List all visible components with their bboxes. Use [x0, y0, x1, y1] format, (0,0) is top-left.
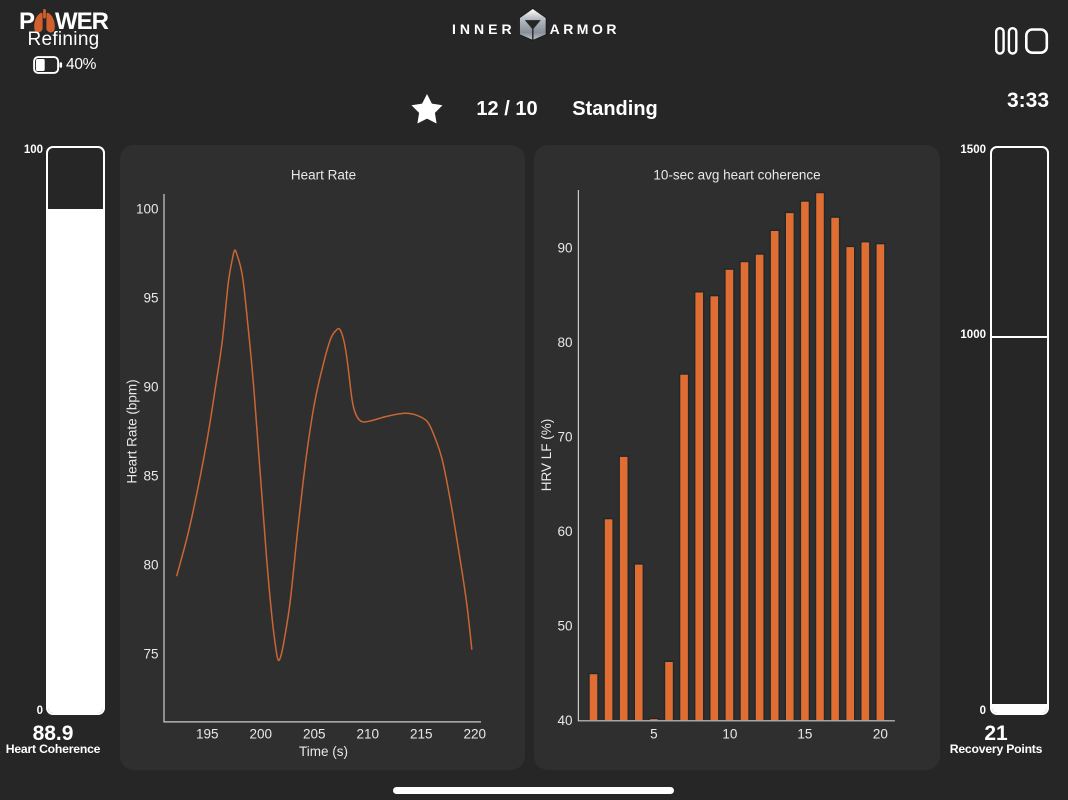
- svg-text:80: 80: [557, 335, 572, 350]
- svg-text:10: 10: [722, 727, 737, 742]
- svg-text:80: 80: [143, 558, 158, 573]
- svg-text:95: 95: [143, 291, 158, 306]
- svg-text:20: 20: [873, 727, 888, 742]
- svg-text:15: 15: [797, 727, 812, 742]
- svg-text:205: 205: [303, 727, 326, 742]
- svg-text:5: 5: [650, 727, 658, 742]
- svg-text:75: 75: [143, 647, 158, 662]
- svg-text:215: 215: [410, 727, 433, 742]
- svg-text:Time (s): Time (s): [299, 744, 348, 759]
- svg-text:195: 195: [196, 727, 219, 742]
- svg-text:50: 50: [557, 619, 572, 634]
- svg-text:200: 200: [249, 727, 272, 742]
- svg-text:60: 60: [557, 524, 572, 539]
- svg-text:90: 90: [557, 241, 572, 256]
- svg-text:220: 220: [463, 727, 486, 742]
- svg-text:10-sec avg heart coherence: 10-sec avg heart coherence: [653, 168, 820, 183]
- svg-text:100: 100: [135, 202, 158, 217]
- svg-text:Heart Rate: Heart Rate: [290, 168, 355, 183]
- svg-text:90: 90: [143, 380, 158, 395]
- svg-text:210: 210: [356, 727, 379, 742]
- svg-text:85: 85: [143, 469, 158, 484]
- svg-text:Heart Rate (bpm): Heart Rate (bpm): [124, 379, 139, 483]
- svg-text:HRV LF (%): HRV LF (%): [539, 419, 554, 492]
- svg-text:40: 40: [557, 713, 572, 728]
- svg-text:70: 70: [557, 430, 572, 445]
